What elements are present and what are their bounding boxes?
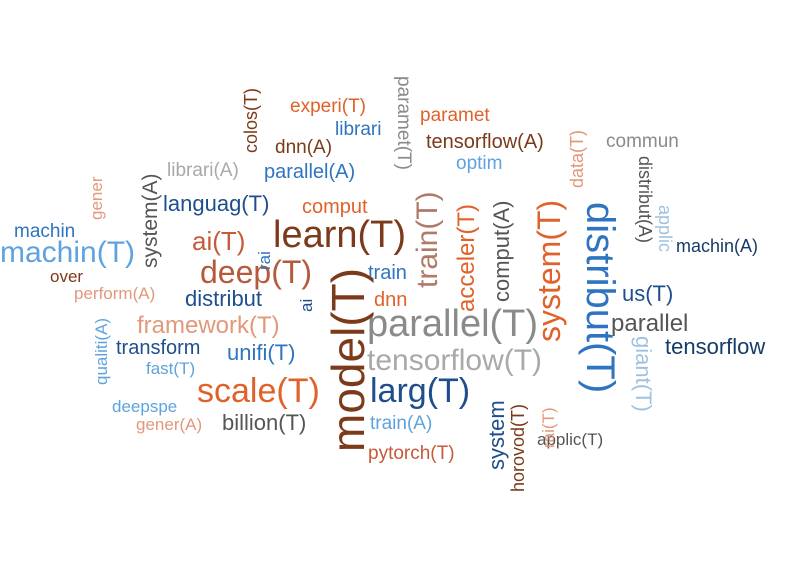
- word-comput: comput: [302, 196, 368, 218]
- word-scale: scale(T): [197, 372, 320, 410]
- word-parallel: parallel: [611, 310, 689, 337]
- word-experi: experi(T): [290, 96, 367, 117]
- word-tensorflow-a: tensorflow(A): [426, 131, 544, 153]
- word-distribut-t: distribut(T): [578, 202, 622, 394]
- word-distribut: distribut: [185, 286, 263, 311]
- word-languag: languag(T): [163, 191, 270, 216]
- word-dnn-a: dnn(A): [275, 137, 333, 158]
- word-applic-t: applic(T): [537, 430, 604, 449]
- word-train-a: train(A): [370, 413, 433, 434]
- word-system-a: system(A): [139, 173, 162, 269]
- word-qualiti: qualiti(A): [92, 317, 111, 385]
- word-giant: giant(T): [631, 336, 656, 412]
- word-ai-t: ai(T): [192, 226, 246, 256]
- word-colos: colos(T): [241, 87, 261, 153]
- word-perform-a: perform(A): [74, 284, 156, 303]
- word-us: us(T): [622, 281, 674, 306]
- word-transform: transform: [116, 337, 201, 359]
- word-librari-a: librari(A): [167, 160, 239, 181]
- word-applic: applic: [655, 205, 675, 253]
- word-framework: framework(T): [137, 312, 280, 339]
- word-system-t: system(T): [531, 199, 567, 342]
- word-train-t: train(T): [411, 191, 444, 288]
- word-billion: billion(T): [222, 410, 307, 435]
- word-system: system: [484, 400, 509, 470]
- word-deep: deep(T): [200, 254, 313, 290]
- word-learn: learn(T): [273, 214, 407, 256]
- word-train: train: [368, 262, 407, 284]
- word-deepspe: deepspe: [112, 397, 178, 416]
- word-pytorch: pytorch(T): [368, 443, 455, 464]
- word-dnn: dnn: [374, 289, 408, 311]
- word-paramet-t: paramet(T): [393, 76, 414, 170]
- word-optim: optim: [456, 153, 503, 174]
- word-unifi: unifi(T): [227, 340, 296, 365]
- word-gener-a: gener(A): [136, 415, 203, 434]
- word-tensorflow-t: tensorflow(T): [367, 344, 543, 377]
- word-parallel-t: parallel(T): [367, 303, 539, 345]
- word-ai: ai: [297, 298, 316, 312]
- word-acceler: acceler(T): [453, 203, 480, 312]
- word-machin: machin: [14, 221, 76, 242]
- word-tensorflow: tensorflow: [665, 334, 766, 359]
- word-rai-t: rai(T): [539, 407, 558, 448]
- word-comput-a: comput(A): [489, 200, 514, 302]
- word-parallel-a: parallel(A): [264, 161, 356, 183]
- word-model: model(T): [322, 267, 374, 452]
- word-paramet: paramet: [420, 105, 490, 126]
- word-data: data(T): [567, 129, 587, 188]
- word-commun: commun: [606, 131, 679, 152]
- word-machin-t: machin(T): [0, 236, 136, 269]
- word-librari: librari: [335, 119, 382, 140]
- word-over: over: [50, 267, 84, 286]
- word-larg: larg(T): [370, 372, 471, 410]
- word-distribut-a: distribut(A): [635, 156, 655, 244]
- word-fast: fast(T): [146, 359, 196, 378]
- word-rai: rai: [255, 251, 274, 270]
- word-machin-a: machin(A): [676, 236, 759, 256]
- word-horovod: horovod(T): [508, 403, 528, 492]
- word-gener: gener: [87, 176, 106, 220]
